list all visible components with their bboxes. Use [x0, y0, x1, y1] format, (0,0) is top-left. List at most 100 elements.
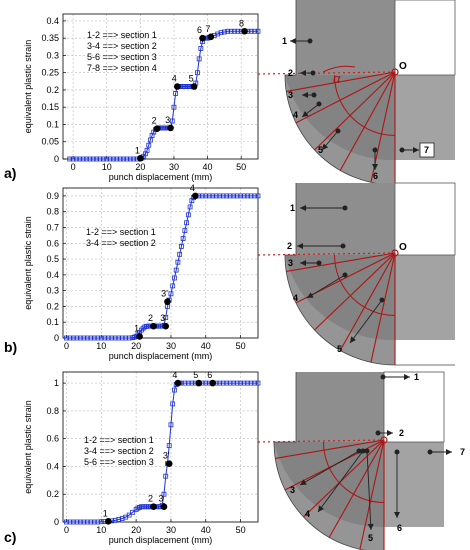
x-tick-label: 50	[236, 162, 246, 172]
curve-marker	[105, 335, 111, 341]
y-tick-label: 1	[54, 378, 59, 388]
probe-label: 5	[337, 344, 342, 354]
curve-marker	[169, 118, 175, 124]
x-axis-label: punch displacement (mm)	[109, 535, 213, 545]
curve-marker	[248, 28, 254, 34]
angle-label: α	[333, 71, 341, 86]
curve-marker	[67, 335, 73, 341]
section-point-label: 2	[148, 313, 153, 323]
curve-marker	[231, 193, 237, 199]
section-line	[339, 252, 396, 351]
section-point-label: 4	[190, 183, 195, 193]
probe-arrow-head	[387, 430, 393, 436]
curve-marker	[90, 156, 96, 162]
curve-marker	[71, 335, 76, 341]
probe-label: 2	[399, 428, 404, 438]
curve-marker	[95, 335, 101, 341]
curve-marker	[77, 156, 83, 162]
legend-entry: 3-4 ==> section 2	[84, 446, 154, 456]
curve-marker	[102, 335, 108, 341]
y-tick-label: 0.5	[46, 254, 59, 264]
section-point-6	[209, 379, 217, 387]
die-block	[296, 372, 384, 442]
curve-marker	[87, 156, 93, 162]
section-point-2	[150, 322, 157, 330]
section-point-5	[195, 379, 203, 387]
legend-entry: 7-8 ==> section 4	[87, 63, 157, 73]
curve-marker	[189, 380, 195, 386]
curve-marker	[220, 380, 226, 386]
probe-label: 1	[414, 372, 419, 382]
y-tick-label: 0	[54, 517, 59, 527]
legend-entry: 5-6 ==> section 3	[87, 52, 157, 62]
fe-diagram: Oα 1 2 34 5 6 7	[257, 0, 456, 186]
curve-marker	[88, 335, 94, 341]
section-line	[275, 439, 385, 459]
curve-marker	[70, 156, 76, 162]
probe-arrow-head	[318, 505, 324, 512]
curve-marker	[67, 156, 73, 162]
y-tick-label: 0.4	[46, 16, 59, 26]
x-tick-label: 30	[166, 341, 176, 351]
curve-marker	[221, 29, 227, 35]
curve-marker	[91, 519, 97, 525]
curve-marker	[178, 244, 184, 249]
curve-marker	[241, 193, 247, 199]
probe-label: 3	[288, 258, 293, 268]
curve-marker	[119, 335, 125, 341]
curve-marker	[248, 193, 254, 199]
probe-label: 4	[305, 509, 310, 519]
curve-marker	[199, 193, 205, 199]
section-point-label: 1	[134, 323, 139, 333]
deformation-zone	[274, 442, 384, 550]
curve-marker	[81, 335, 87, 341]
y-tick-label: 0.8	[46, 207, 59, 217]
curve-marker	[210, 193, 216, 199]
probe-arrow-head	[350, 336, 356, 343]
x-tick-label: 0	[71, 162, 76, 172]
curve-marker	[95, 519, 101, 525]
probe-arrow-head	[300, 260, 306, 266]
curve-marker	[74, 519, 80, 525]
section-point-label: 3'	[163, 451, 170, 461]
y-tick-label: 0.1	[46, 119, 59, 129]
curve-marker	[217, 193, 223, 199]
probe-label: 6	[397, 523, 402, 533]
panel-1: 0 10 20 30 40 50 0 0.05 0.1 0.15 0.2 0.25 0.3 0.35 0.4…	[4, 0, 456, 186]
curve-marker	[238, 380, 243, 386]
section-point-label: 4	[172, 74, 177, 84]
probe-arrow-line	[349, 299, 383, 344]
x-tick-label: 50	[236, 525, 246, 535]
section-point-6	[199, 34, 206, 42]
section-point-label: 1	[135, 145, 140, 155]
origin-label: O	[399, 61, 407, 72]
curve-marker	[171, 104, 177, 110]
curve-marker	[231, 380, 237, 386]
curve-marker	[203, 193, 209, 199]
y-tick-label: 0.2	[46, 489, 59, 499]
curve-marker	[225, 28, 231, 34]
curve-marker	[116, 517, 122, 522]
curve-marker	[100, 156, 106, 162]
probe-label: 7	[460, 447, 465, 457]
y-tick-label: 0	[54, 333, 59, 343]
y-tick-label: 0.4	[46, 461, 59, 471]
curve-marker	[148, 137, 153, 143]
y-tick-label: 0.8	[46, 406, 59, 416]
probe-arrow-head	[300, 205, 306, 211]
curve-marker	[220, 193, 226, 199]
curve-marker	[112, 335, 118, 341]
curve-marker	[172, 387, 177, 393]
y-tick-label: 0.3	[46, 50, 59, 60]
y-axis-label: equivalent plastic strain	[23, 40, 33, 134]
probe-arrow-line	[317, 450, 364, 513]
punch-gap	[394, 0, 456, 76]
curve-marker	[144, 147, 150, 153]
curve-marker	[187, 204, 193, 210]
probe-arrow-head	[446, 449, 452, 455]
probe-label: 2	[288, 68, 293, 78]
fe-diagram: O 1 2 3 4 5	[257, 182, 456, 366]
section-point-4	[192, 192, 199, 200]
curve-marker	[173, 267, 179, 273]
